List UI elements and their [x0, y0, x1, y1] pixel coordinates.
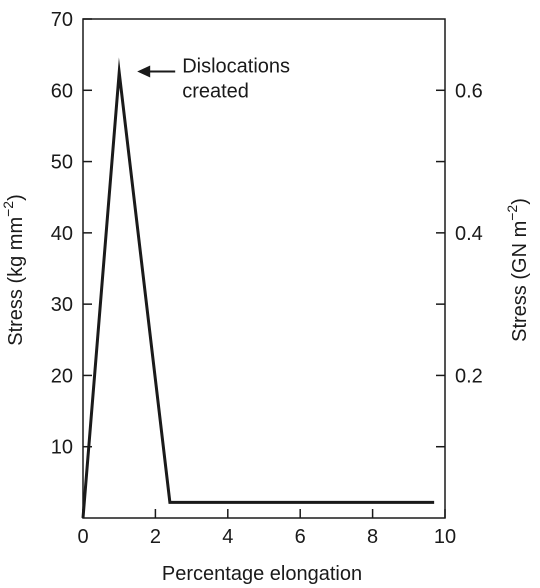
annotation-text: created — [182, 80, 249, 102]
y-tick-label: 60 — [51, 80, 73, 102]
annotation-arrow-head — [137, 65, 151, 78]
y2-axis-title-main: Stress (GN m — [509, 221, 531, 342]
x-tick-label: 6 — [295, 526, 306, 548]
y-tick-label: 50 — [51, 152, 73, 174]
y2-axis-title-superscript: −2 — [504, 205, 520, 221]
y-tick-label: 10 — [51, 437, 73, 459]
x-tick-label: 0 — [77, 526, 88, 548]
plot-frame — [82, 18, 446, 519]
y-tick-label: 30 — [51, 294, 73, 316]
y-tick-label: 70 — [51, 9, 73, 31]
ticks-layer: 0 2 4 6 8 10 10 20 30 40 50 60 70 0.2 0.4 0.6 — [51, 9, 483, 548]
x-tick-label: 10 — [434, 526, 456, 548]
series-layer — [81, 57, 435, 519]
y2-tick-label: 0.4 — [455, 223, 483, 245]
y-axis-title: Stress (kg mm−2) — [0, 194, 27, 346]
y-tick-label: 40 — [51, 223, 73, 245]
y-axis-title-superscript: −2 — [0, 201, 16, 217]
annotation-text: Dislocations — [182, 55, 290, 77]
y2-tick-label: 0.6 — [455, 80, 483, 102]
y2-axis-title-close: ) — [509, 198, 531, 205]
x-tick-label: 8 — [367, 526, 378, 548]
x-axis-title: Percentage elongation — [162, 563, 362, 585]
y2-axis-title: Stress (GN m−2) — [504, 198, 531, 342]
y-tick-label: 20 — [51, 365, 73, 387]
y-axis-title-close: ) — [5, 194, 27, 201]
x-tick-label: 4 — [222, 526, 233, 548]
x-tick-label: 2 — [150, 526, 161, 548]
y-axis-title-main: Stress (kg mm — [5, 217, 27, 346]
stress-curve-line — [81, 57, 435, 519]
annotation-layer: Dislocations created — [137, 55, 290, 102]
y2-tick-label: 0.2 — [455, 365, 483, 387]
